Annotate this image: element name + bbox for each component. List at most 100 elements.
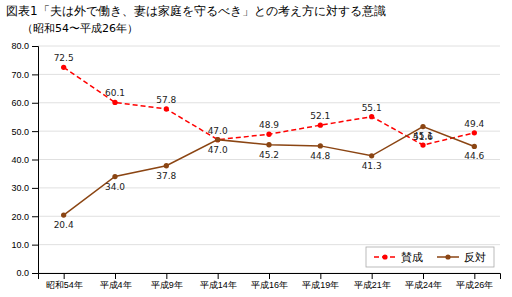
y-tick-label: 10.0: [11, 240, 29, 250]
x-tick-label: 平成26年: [456, 280, 493, 290]
x-tick-label: 平成4年: [99, 280, 131, 290]
x-tick-mark: [423, 273, 424, 279]
x-tick-label: 平成9年: [151, 280, 183, 290]
grid-line: [38, 244, 500, 245]
legend: 賛成 反対: [366, 247, 494, 267]
series-point: [61, 212, 66, 217]
x-tick-label: 昭和54年: [46, 280, 83, 290]
data-label: 60.1: [105, 88, 125, 98]
x-tick: 平成26年: [456, 273, 493, 290]
series-point: [420, 142, 425, 147]
y-tick-label: 0.0: [16, 268, 29, 278]
x-tick-label: 平成14年: [200, 280, 237, 290]
x-tick-label: 平成16年: [251, 280, 288, 290]
title: 図表1「夫は外で働き、妻は家庭を守るべき」との考え方に対する意識: [6, 4, 386, 18]
x-tick: 平成9年: [151, 273, 183, 290]
y-tick: 20.0: [11, 212, 38, 222]
x-tick: 平成21年: [354, 273, 391, 290]
subtitle: （昭和54〜平成26年）: [22, 22, 138, 35]
series-point: [164, 106, 169, 111]
data-label: 34.0: [105, 182, 125, 192]
y-tick-mark: [32, 216, 38, 217]
x-tick: 平成4年: [99, 273, 131, 290]
data-label: 55.1: [362, 103, 382, 113]
x-tick-mark: [474, 273, 475, 279]
y-tick-label: 60.0: [11, 98, 29, 108]
y-tick-mark: [32, 74, 38, 75]
x-tick: 平成16年: [251, 273, 288, 290]
data-labels: 72.560.157.847.048.952.155.145.149.420.4…: [54, 53, 485, 230]
plot: 0.0 10.0 20.0 30.0 40.0 50.0 60.0 70.0 80.0 昭和54年…: [11, 41, 500, 290]
x-tick-mark: [372, 273, 373, 279]
x-axis-line: [39, 274, 501, 280]
legend-label: 賛成: [401, 251, 423, 264]
data-label: 44.6: [464, 151, 484, 161]
series-point: [472, 144, 477, 149]
y-tick-mark: [32, 273, 38, 274]
legend-label: 反対: [464, 251, 486, 264]
x-axis: 昭和54年 平成4年 平成9年 平成14年 平成16年 平成19年 平成21年 平成24年 平成…: [39, 273, 501, 290]
grid: [38, 46, 500, 273]
x-tick-mark: [64, 273, 65, 279]
y-tick: 80.0: [11, 41, 38, 51]
data-label: 45.2: [259, 150, 279, 160]
y-axis-line: [32, 47, 39, 274]
y-tick: 40.0: [11, 155, 38, 165]
x-tick-mark: [320, 273, 321, 279]
y-tick-label: 70.0: [11, 70, 29, 80]
series-group: [61, 65, 477, 218]
data-label: 20.4: [54, 220, 74, 230]
series-point: [420, 124, 425, 129]
series-point: [61, 65, 66, 70]
y-tick-label: 50.0: [11, 127, 29, 137]
data-label: 48.9: [259, 120, 279, 130]
series-point: [112, 174, 117, 179]
series-line: [64, 67, 475, 145]
series-point: [318, 123, 323, 128]
series-point: [266, 132, 271, 137]
y-tick-mark: [32, 245, 38, 246]
data-label: 52.1: [310, 111, 330, 121]
y-tick-label: 20.0: [11, 212, 29, 222]
series-point: [318, 143, 323, 148]
x-tick-label: 平成21年: [354, 280, 391, 290]
x-tick-mark: [166, 273, 167, 279]
grid-line: [38, 216, 500, 217]
y-tick-label: 30.0: [11, 183, 29, 193]
y-tick-mark: [32, 103, 38, 104]
data-label: 47.0: [208, 126, 228, 136]
x-tick-mark: [218, 273, 219, 279]
y-tick: 70.0: [11, 70, 38, 80]
data-label: 37.8: [156, 171, 176, 181]
data-label: 49.4: [464, 119, 484, 129]
series-point: [112, 100, 117, 105]
legend-marker: [382, 254, 387, 259]
y-tick: 30.0: [11, 183, 38, 193]
y-tick-label: 40.0: [11, 155, 29, 165]
data-label: 47.0: [208, 145, 228, 155]
x-tick: 平成24年: [405, 273, 442, 290]
y-tick: 10.0: [11, 240, 38, 250]
grid-line: [38, 74, 500, 75]
y-tick: 60.0: [11, 98, 38, 108]
legend-marker: [445, 254, 450, 259]
y-tick: 0.0: [16, 268, 38, 278]
data-label: 45.1: [413, 131, 433, 141]
series-point: [215, 137, 220, 142]
series-line: [64, 127, 475, 216]
x-tick: 平成19年: [302, 273, 339, 290]
y-tick-mark: [32, 160, 38, 161]
legend-frame: [366, 247, 494, 267]
y-tick-mark: [32, 131, 38, 132]
y-tick: 50.0: [11, 127, 38, 137]
x-tick: 平成14年: [200, 273, 237, 290]
y-tick-mark: [32, 188, 38, 189]
y-axis: 0.0 10.0 20.0 30.0 40.0 50.0 60.0 70.0 80.0: [11, 41, 38, 278]
series-point: [164, 163, 169, 168]
series-point: [369, 114, 374, 119]
data-label: 72.5: [54, 53, 74, 63]
y-tick-mark: [32, 46, 38, 47]
x-tick-label: 平成24年: [405, 280, 442, 290]
grid-line: [38, 46, 500, 47]
legend-item: 賛成: [374, 251, 423, 264]
